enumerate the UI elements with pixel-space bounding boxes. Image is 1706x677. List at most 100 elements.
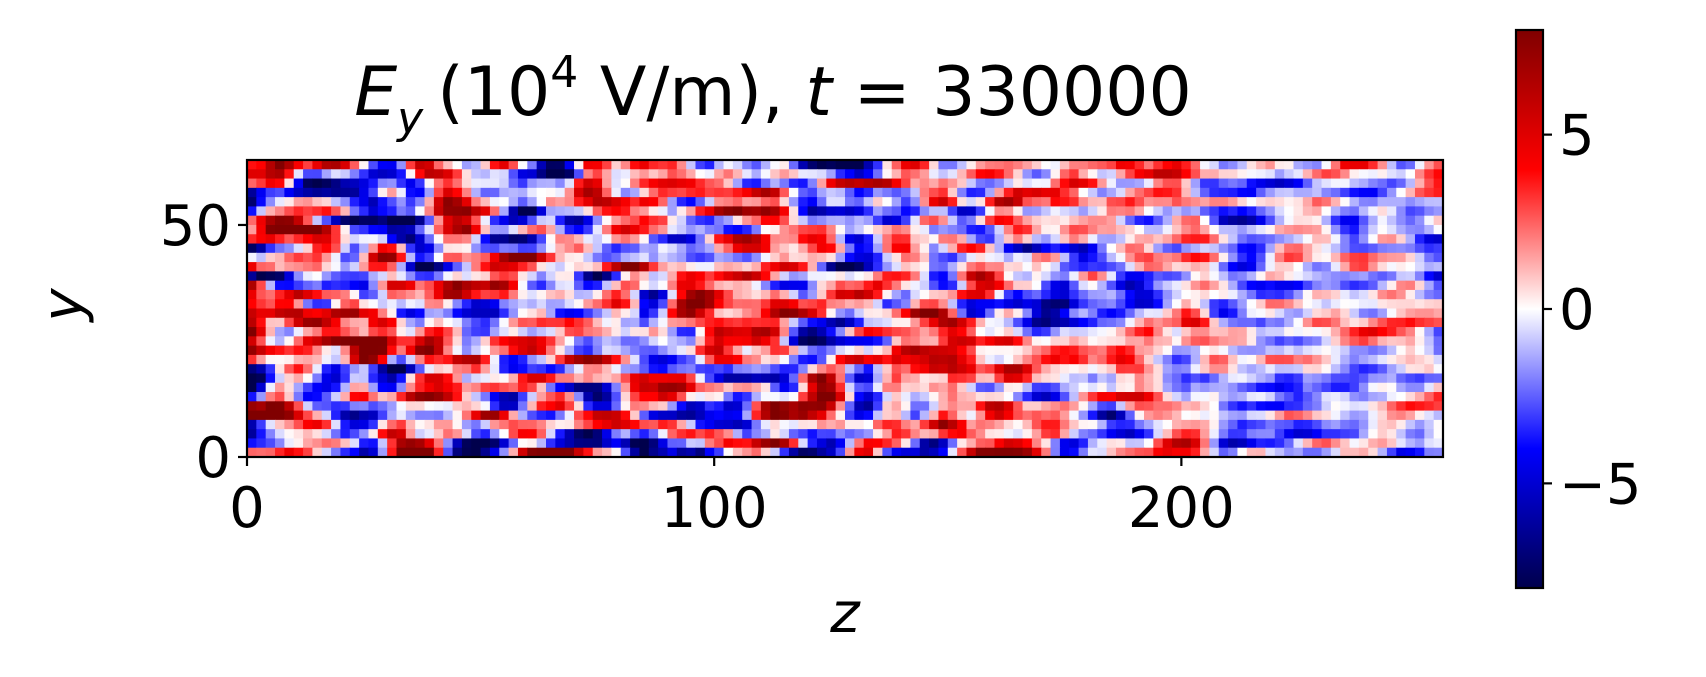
heatmap-cell bbox=[686, 336, 697, 347]
heatmap-cell bbox=[489, 308, 500, 319]
heatmap-cell bbox=[321, 354, 332, 365]
heatmap-cell bbox=[873, 178, 883, 189]
heatmap-cell bbox=[1265, 299, 1276, 310]
heatmap-cell bbox=[1424, 392, 1435, 402]
heatmap-cell bbox=[891, 299, 902, 310]
heatmap-cell bbox=[1433, 327, 1444, 337]
heatmap-cell bbox=[901, 419, 911, 430]
heatmap-cell bbox=[1368, 392, 1379, 402]
heatmap-cell bbox=[1153, 410, 1164, 421]
heatmap-cell bbox=[536, 419, 547, 430]
heatmap-cell bbox=[742, 401, 753, 412]
heatmap-cell bbox=[695, 271, 706, 282]
heatmap-cell bbox=[1424, 243, 1435, 254]
heatmap-cell bbox=[1013, 345, 1024, 356]
heatmap-cell bbox=[1274, 308, 1285, 319]
heatmap-cell bbox=[1013, 215, 1024, 226]
heatmap-cell bbox=[770, 317, 781, 328]
heatmap-cell bbox=[405, 299, 416, 310]
heatmap-cell bbox=[1200, 169, 1210, 180]
heatmap-cell bbox=[546, 447, 556, 458]
heatmap-cell bbox=[359, 364, 370, 375]
heatmap-cell bbox=[546, 197, 556, 208]
heatmap-cell bbox=[1330, 429, 1341, 440]
heatmap-cell bbox=[396, 289, 407, 300]
heatmap-cell bbox=[1237, 447, 1248, 458]
heatmap-cell bbox=[293, 215, 304, 226]
heatmap-cell bbox=[265, 373, 276, 384]
heatmap-cell bbox=[574, 280, 584, 291]
heatmap-cell bbox=[293, 234, 304, 245]
heatmap-cell bbox=[826, 289, 837, 300]
heatmap-cell bbox=[574, 438, 584, 449]
heatmap-cell bbox=[340, 429, 351, 440]
heatmap-cell bbox=[873, 364, 883, 375]
heatmap-cell bbox=[1218, 354, 1229, 365]
heatmap-cell bbox=[592, 410, 603, 421]
heatmap-cell bbox=[1237, 252, 1248, 263]
heatmap-cell bbox=[630, 262, 641, 272]
heatmap-cell bbox=[1237, 197, 1248, 208]
heatmap-cell bbox=[1003, 429, 1014, 440]
heatmap-cell bbox=[1312, 327, 1323, 337]
heatmap-cell bbox=[527, 234, 538, 245]
heatmap-cell bbox=[686, 401, 697, 412]
heatmap-cell bbox=[377, 438, 388, 449]
heatmap-cell bbox=[994, 215, 1005, 226]
heatmap-cell bbox=[1097, 438, 1108, 449]
heatmap-cell bbox=[760, 271, 771, 282]
heatmap-cell bbox=[508, 169, 519, 180]
heatmap-cell bbox=[405, 206, 416, 217]
heatmap-cell bbox=[1172, 410, 1182, 421]
heatmap-cell bbox=[1003, 160, 1014, 170]
heatmap-cell bbox=[1106, 308, 1117, 319]
heatmap-cell bbox=[377, 401, 388, 412]
heatmap-cell bbox=[1396, 392, 1407, 402]
heatmap-cell bbox=[293, 419, 304, 430]
heatmap-cell bbox=[919, 197, 930, 208]
heatmap-cell bbox=[321, 364, 332, 375]
heatmap-cell bbox=[994, 447, 1005, 458]
heatmap-cell bbox=[1312, 215, 1323, 226]
heatmap-cell bbox=[1274, 354, 1285, 365]
heatmap-cell bbox=[387, 289, 398, 300]
heatmap-cell bbox=[1134, 215, 1145, 226]
heatmap-cell bbox=[1340, 178, 1351, 189]
heatmap-cell bbox=[938, 354, 949, 365]
heatmap-cell bbox=[919, 354, 930, 365]
heatmap-cell bbox=[658, 197, 669, 208]
heatmap-cell bbox=[256, 429, 267, 440]
heatmap-cell bbox=[835, 206, 846, 217]
heatmap-cell bbox=[751, 354, 762, 365]
heatmap-cell bbox=[1162, 429, 1173, 440]
heatmap-cell bbox=[658, 289, 669, 300]
heatmap-cell bbox=[826, 382, 837, 393]
heatmap-cell bbox=[1144, 160, 1154, 170]
heatmap-cell bbox=[723, 299, 734, 310]
heatmap-cell bbox=[1059, 224, 1070, 235]
heatmap-cell bbox=[1218, 429, 1229, 440]
heatmap-cell bbox=[835, 354, 846, 365]
heatmap-cell bbox=[1106, 317, 1117, 328]
heatmap-cell bbox=[1321, 373, 1332, 384]
heatmap-cell bbox=[1209, 206, 1220, 217]
heatmap-cell bbox=[517, 373, 528, 384]
heatmap-cell bbox=[1031, 410, 1042, 421]
heatmap-cell bbox=[602, 206, 612, 217]
heatmap-cell bbox=[555, 252, 566, 263]
heatmap-cell bbox=[1405, 438, 1416, 449]
heatmap-cell bbox=[1256, 215, 1267, 226]
heatmap-cell bbox=[340, 178, 351, 189]
heatmap-cell bbox=[387, 262, 398, 272]
heatmap-cell bbox=[1106, 271, 1117, 282]
heatmap-cell bbox=[424, 187, 435, 198]
heatmap-cell bbox=[1097, 364, 1108, 375]
heatmap-cell bbox=[461, 336, 472, 347]
heatmap-cell bbox=[1013, 271, 1024, 282]
heatmap-cell bbox=[1078, 327, 1089, 337]
heatmap-cell bbox=[1050, 224, 1061, 235]
heatmap-cell bbox=[985, 447, 996, 458]
heatmap-cell bbox=[658, 243, 669, 254]
heatmap-cell bbox=[639, 243, 650, 254]
heatmap-cell bbox=[564, 271, 575, 282]
